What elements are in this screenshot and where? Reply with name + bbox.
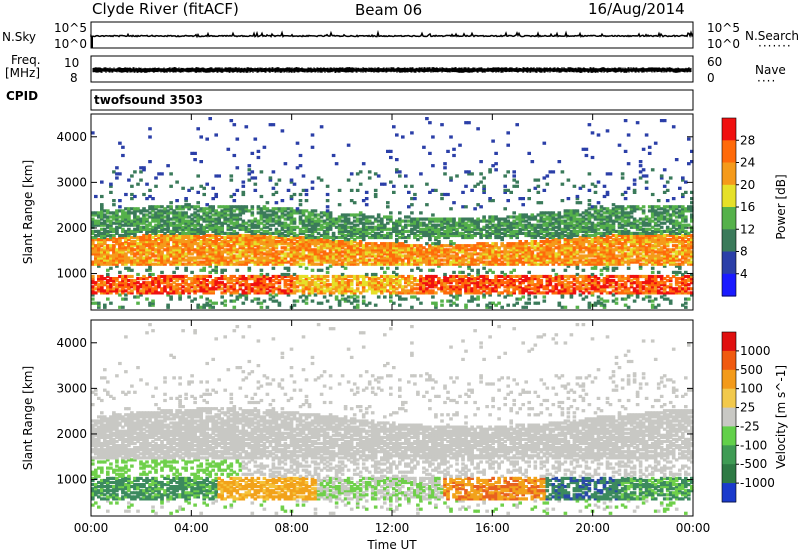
- power-colorbar-segment: [722, 251, 736, 275]
- nave-legend-dots: ····: [757, 74, 777, 88]
- velocity-colorbar-segment: [722, 369, 736, 390]
- nsearch-legend-dots: ·······: [758, 39, 792, 53]
- velocity-colorbar-segment: [722, 445, 736, 465]
- power-ytick-label: 1000: [56, 267, 87, 281]
- velocity-colorbar-title: Velocity [m s^-1]: [774, 365, 788, 469]
- power-colorbar-segment: [722, 118, 736, 141]
- power-colorbar-title: Power [dB]: [774, 174, 788, 239]
- nave-tick-bottom: 0: [707, 71, 715, 85]
- station-title: Clyde River (fitACF): [92, 0, 239, 18]
- velocity-colorbar-label: 500: [740, 363, 763, 377]
- date-title: 16/Aug/2014: [588, 0, 685, 18]
- freq-tick-bottom: 8: [70, 71, 78, 85]
- nave-tick-top: 60: [707, 55, 723, 69]
- power-colorbar-segment: [722, 229, 736, 253]
- freq-strip-frame: [90, 55, 694, 83]
- xtick-label: 20:00: [575, 521, 610, 535]
- power-colorbar-label: 8: [740, 245, 748, 259]
- velocity-ytick-label: 4000: [56, 336, 87, 350]
- power-colorbar-segment: [722, 140, 736, 164]
- power-ytick-label: 2000: [56, 221, 87, 235]
- cpid-strip-frame: [90, 89, 694, 111]
- xtick-label: 08:00: [274, 521, 309, 535]
- velocity-colorbar-label: 1000: [740, 344, 771, 358]
- nsky-tick-top: 10^5: [54, 21, 87, 35]
- power-colorbar-label: 20: [740, 178, 755, 192]
- nsky-label: N.Sky: [2, 30, 37, 44]
- velocity-colorbar-label: -500: [740, 457, 767, 471]
- cpid-value: twofsound 3503: [94, 93, 203, 107]
- nsky-tick-bottom: 10^0: [54, 37, 87, 51]
- xtick-label: 16:00: [475, 521, 510, 535]
- power-colorbar-label: 16: [740, 200, 755, 214]
- velocity-colorbar-label: -100: [740, 438, 767, 452]
- power-colorbar-segment: [722, 273, 736, 297]
- freq-label: Freq.: [11, 53, 41, 67]
- power-colorbar-label: 4: [740, 267, 748, 281]
- nsky-trace: [90, 29, 694, 39]
- xtick-label: 00:00: [74, 521, 109, 535]
- velocity-colorbar-label: 100: [740, 382, 763, 396]
- xtick-label: 04:00: [174, 521, 209, 535]
- velocity-cells: [91, 323, 694, 515]
- velocity-colorbar-segment: [722, 464, 736, 484]
- freq-unit: [MHz]: [5, 66, 41, 80]
- beam-title: Beam 06: [355, 1, 423, 19]
- velocity-colorbar-label: -25: [740, 419, 760, 433]
- power-ytick-label: 3000: [56, 175, 87, 189]
- freq-trace: [92, 67, 692, 73]
- nave-label: Nave: [755, 63, 786, 77]
- velocity-ytick-label: 3000: [56, 381, 87, 395]
- velocity-colorbar-segment: [722, 426, 736, 446]
- freq-tick-top: 10: [64, 56, 80, 70]
- power-colorbar-label: 12: [740, 222, 755, 236]
- velocity-colorbar-label: -1000: [740, 476, 775, 490]
- power-ytick-label: 4000: [56, 130, 87, 144]
- nsearch-tick-bottom: 10^0: [707, 37, 740, 51]
- velocity-colorbar-label: 25: [740, 401, 755, 415]
- xtick-label: 12:00: [375, 521, 410, 535]
- velocity-ytick-label: 1000: [56, 473, 87, 487]
- velocity-ylabel: Slant Range [km]: [21, 366, 35, 470]
- power-cells: [91, 117, 694, 309]
- cpid-label: CPID: [6, 89, 39, 103]
- xlabel: Time UT: [366, 538, 417, 552]
- velocity-colorbar-segment: [722, 407, 736, 427]
- power-colorbar-segment: [722, 162, 736, 186]
- velocity-colorbar-segment: [722, 332, 736, 352]
- power-colorbar-segment: [722, 207, 736, 230]
- nsearch-label: N.Search: [745, 29, 800, 43]
- velocity-colorbar-frame: [721, 331, 737, 503]
- velocity-ytick-label: 2000: [56, 427, 87, 441]
- power-ylabel: Slant Range [km]: [21, 160, 35, 264]
- power-colorbar-label: 24: [740, 156, 755, 170]
- velocity-colorbar-segment: [722, 350, 736, 371]
- xtick-label: 00:00: [676, 521, 711, 535]
- power-colorbar-label: 28: [740, 133, 755, 147]
- velocity-colorbar-segment: [722, 388, 736, 409]
- power-colorbar-segment: [722, 184, 736, 208]
- velocity-colorbar-segment: [722, 483, 736, 503]
- nsearch-tick-top: 10^5: [707, 21, 740, 35]
